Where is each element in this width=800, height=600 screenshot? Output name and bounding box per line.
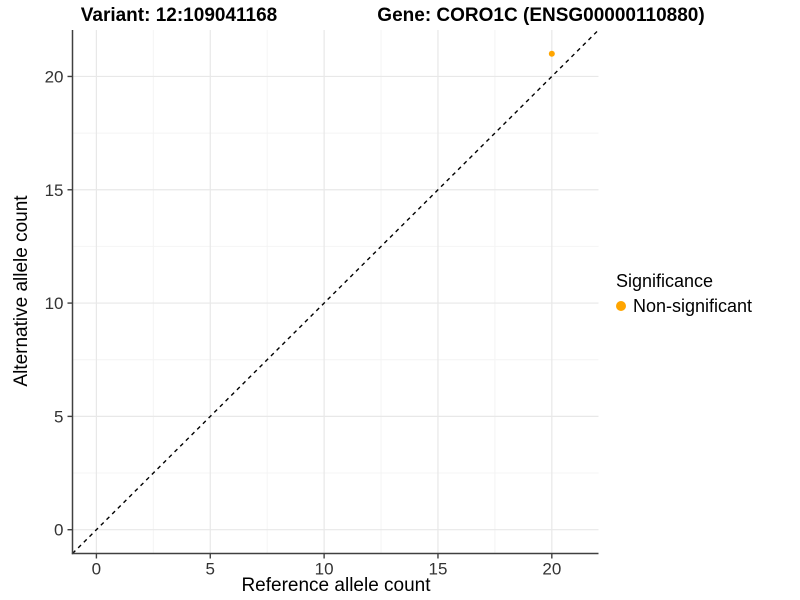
legend-marker-circle-icon xyxy=(616,301,626,311)
x-tick-label: 10 xyxy=(315,560,334,579)
y-axis-title: Alternative allele count xyxy=(11,195,32,387)
identity-dashed-line xyxy=(72,29,599,554)
x-axis-title: Reference allele count xyxy=(241,575,431,596)
x-tick-label: 20 xyxy=(542,560,561,579)
y-tick-label: 15 xyxy=(45,181,64,200)
y-tick-label: 0 xyxy=(54,521,63,540)
x-tick-label: 0 xyxy=(92,560,101,579)
legend: Significance Non-significant xyxy=(616,271,752,317)
legend-item: Non-significant xyxy=(616,295,752,317)
y-tick-label: 20 xyxy=(45,67,64,86)
y-tick-label: 10 xyxy=(45,294,64,313)
y-tick-label: 5 xyxy=(54,407,63,426)
data-point xyxy=(548,50,555,57)
x-tick-label: 15 xyxy=(429,560,448,579)
gene-title: Gene: CORO1C (ENSG00000110880) xyxy=(377,5,705,26)
legend-item-label: Non-significant xyxy=(633,296,753,316)
x-tick-label: 5 xyxy=(206,560,215,579)
variant-title: Variant: 12:109041168 xyxy=(80,5,278,26)
legend-title: Significance xyxy=(616,271,714,291)
